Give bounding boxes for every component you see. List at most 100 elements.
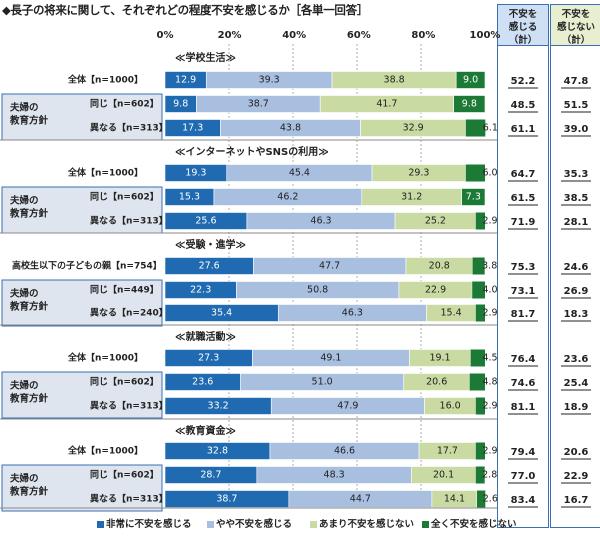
legend-label: 全く不安を感じない [431,519,517,530]
header-line: （計） [508,35,538,46]
bar-value-label: 2.6 [483,494,498,505]
bar-value-label: 15.3 [179,192,200,203]
legend-label: あまり不安を感じない [319,519,415,530]
row-label: 異なる【n=313】 [90,401,168,412]
not-anxious-total-value: 16.7 [564,495,589,506]
header-line: 感じない [556,22,595,33]
anxious-total-value: 52.2 [511,76,536,87]
row-label: 高校生以下の子どもの親【n=754】 [12,260,162,272]
bar-value-label: 2.9 [482,401,497,412]
bar-value-label: 44.7 [350,494,371,505]
anxious-total-value: 71.9 [511,217,536,228]
bar-segment [455,71,486,89]
bar-value-label: 12.9 [175,75,196,86]
row-label: 全体【n=1000】 [67,445,143,457]
not-anxious-total-value: 38.5 [564,193,589,204]
bar-segment-fill [472,257,485,275]
header-line: 感じる [508,22,538,33]
bar-segment [461,188,486,206]
not-anxious-total-value: 23.6 [564,354,589,365]
bar-value-label: 7.3 [466,192,481,203]
bar-value-label: 9.8 [173,99,188,110]
bar-value-label: 48.3 [324,470,345,481]
group-label: 教育方針 [9,393,49,405]
row-label: 同じ【n=602】 [90,99,159,110]
row-label: 異なる【n=240】 [90,308,168,319]
bar-segment-fill [470,349,485,367]
anxious-total-value: 76.4 [511,354,536,365]
not-anxious-total-value: 22.9 [564,471,589,482]
bar-value-label: 23.6 [192,377,213,388]
bar-segment-fill [475,304,485,322]
legend-swatch [207,521,214,528]
row-label: 全体【n=1000】 [67,352,143,364]
row-label: 異なる【n=313】 [90,216,168,227]
legend-label: 非常に不安を感じる [106,519,192,530]
bar-value-label: 17.3 [182,123,203,134]
group-label: 教育方針 [9,115,49,127]
bar-value-label: 6.1 [483,123,498,134]
x-tick-label: 60% [346,30,371,41]
not-anxious-total-value: 26.9 [564,286,589,297]
group-label: 教育方針 [9,486,49,498]
bar-value-label: 16.0 [440,401,461,412]
bar-value-label: 9.8 [462,99,477,110]
not-anxious-total-value: 39.0 [564,124,589,135]
not-anxious-total-value: 18.9 [564,402,589,413]
anxious-total-value: 48.5 [511,100,536,111]
bar-value-label: 38.7 [216,494,237,505]
group-label: 夫婦の [9,102,39,114]
bar-value-label: 43.8 [280,123,301,134]
bar-value-label: 51.0 [312,377,333,388]
group-label: 夫婦の [9,473,39,485]
header-line: （計） [561,35,591,46]
not-anxious-total-value: 35.3 [564,169,589,180]
section-title: ≪インターネットやSNSの利用≫ [175,145,329,158]
bar-value-label: 38.7 [248,99,269,110]
bar-value-label: 22.9 [425,285,446,296]
bar-value-label: 33.2 [208,401,229,412]
legend-item-notmuch: あまり不安を感じない [310,516,414,530]
not-anxious-total-value: 28.1 [564,217,589,228]
not-anxious-total-value: 18.3 [564,309,589,320]
not-anxious-total-value: 20.6 [564,447,589,458]
bar-value-label: 45.4 [289,168,310,179]
row-label: 全体【n=1000】 [67,74,143,86]
anxious-total-value: 81.7 [511,309,536,320]
group-box [1,371,163,419]
legend-item-very: 非常に不安を感じる [97,516,192,530]
header-line: 不安を [561,9,591,20]
group-box [1,279,163,327]
anxious-total-value: 75.3 [511,262,536,273]
anxious-total-value: 61.1 [511,124,536,135]
bar-value-label: 17.7 [437,446,458,457]
legend-swatch [310,521,317,528]
bar-value-label: 47.7 [319,261,340,272]
anxious-total-value: 81.1 [511,402,536,413]
bar-value-label: 19.1 [429,353,450,364]
bar-segment-fill [465,119,486,137]
section-title: ≪就職活動≫ [175,330,236,343]
anxious-total-value: 73.1 [511,286,536,297]
bar-value-label: 9.0 [463,75,478,86]
legend-swatch [422,521,429,528]
group-label: 教育方針 [9,301,49,313]
bar-value-label: 4.8 [482,377,497,388]
bar-value-label: 46.6 [334,446,355,457]
anxious-total-header: 不安を 感じる （計） [497,4,549,46]
legend-item-notatall: 全く不安を感じない [422,516,517,530]
bar-value-label: 39.3 [259,75,280,86]
row-label: 同じ【n=602】 [90,470,159,481]
bar-value-label: 50.8 [307,285,328,296]
group-box [1,93,163,141]
x-tick-label: 40% [282,30,307,41]
bar-value-label: 2.9 [482,308,497,319]
bar-segment-fill [465,164,485,182]
bar-value-label: 49.1 [320,353,341,364]
bar-value-label: 38.8 [384,75,405,86]
bar-value-label: 20.8 [429,261,450,272]
bar-value-label: 27.6 [199,261,220,272]
legend-swatch [97,521,104,528]
bar-value-label: 27.3 [198,353,219,364]
